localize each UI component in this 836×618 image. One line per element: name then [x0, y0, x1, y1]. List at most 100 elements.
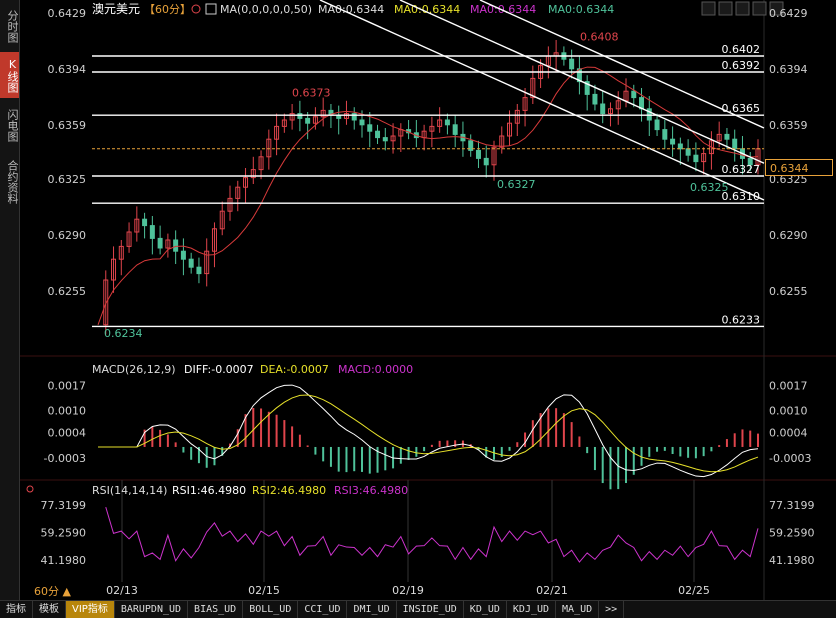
macd-tick-right: -0.0003	[769, 452, 811, 465]
indicator-tab-2[interactable]: VIP指标	[66, 601, 115, 618]
candle-body	[654, 119, 660, 131]
candle-body	[258, 156, 264, 171]
rsi-tick-left: 59.2590	[41, 527, 87, 540]
candle-body	[569, 58, 575, 70]
rsi-tick-right: 59.2590	[769, 527, 815, 540]
indicator-tab-3[interactable]: BARUPDN_UD	[115, 601, 189, 618]
price-tick-left: 0.6255	[48, 285, 87, 298]
candle-body	[305, 117, 311, 124]
price-annotation: 0.6234	[104, 327, 143, 340]
rsi2-value: RSI2:46.4980	[252, 484, 326, 497]
macd-tick-right: 0.0004	[769, 426, 808, 439]
candle-body	[584, 81, 590, 95]
price-tick-left: 0.6429	[48, 7, 87, 20]
candle-body	[266, 138, 272, 158]
left-tab-1[interactable]: K线图	[0, 52, 19, 98]
indicator-tab-4[interactable]: BIAS_UD	[188, 601, 244, 618]
candle-body	[615, 100, 621, 110]
macd-tick-left: 0.0010	[48, 405, 87, 418]
x-tick-label: 02/13	[106, 584, 138, 597]
left-tab-2[interactable]: 闪电图	[6, 108, 19, 142]
candle-body	[211, 228, 217, 252]
candle-body	[250, 169, 256, 179]
price-tick-right: 0.6394	[769, 63, 808, 76]
ma-value-1: MA0:0.6344	[394, 3, 460, 16]
price-annotation: 0.6327	[497, 178, 536, 191]
indicator-tab-6[interactable]: CCI_UD	[298, 601, 348, 618]
price-tick-left: 0.6290	[48, 229, 87, 242]
x-tick-label: 02/21	[536, 584, 568, 597]
candle-body	[390, 135, 396, 142]
indicator-tab-1[interactable]: 模板	[33, 601, 66, 618]
macd-tick-right: 0.0010	[769, 405, 808, 418]
minus-icon	[735, 1, 750, 16]
trend-channel-line	[399, 0, 765, 164]
candle-body	[716, 133, 722, 142]
candle-body	[227, 197, 233, 212]
ma-line	[97, 66, 759, 325]
candle-body	[235, 186, 241, 199]
candle-body	[219, 210, 225, 230]
candle-body	[351, 113, 357, 121]
candle-body	[281, 119, 287, 127]
candle-body	[111, 258, 117, 281]
macd-tick-left: 0.0017	[48, 379, 87, 392]
candle-body	[359, 119, 365, 126]
price-tick-right: 0.6325	[769, 173, 808, 186]
indicator-tab-9[interactable]: KD_UD	[464, 601, 507, 618]
indicator-tab-12[interactable]: >>	[599, 601, 625, 618]
rsi-label: RSI(14,14,14)	[92, 484, 167, 497]
candle-body	[631, 90, 637, 99]
indicator-tab-7[interactable]: DMI_UD	[347, 601, 397, 618]
candle-body	[444, 119, 450, 126]
macd-tick-left: 0.0004	[48, 426, 87, 439]
candle-body	[685, 148, 691, 156]
rsi-tick-left: 41.1980	[41, 554, 87, 567]
left-tab-0[interactable]: 分时图	[6, 9, 19, 43]
x-tick-label: 02/15	[248, 584, 280, 597]
candle-body	[320, 109, 326, 118]
candle-body	[375, 130, 381, 139]
level-label: 0.6365	[722, 102, 761, 115]
candle-body	[180, 250, 186, 260]
macd-diff-line	[98, 384, 759, 478]
candle-body	[724, 133, 730, 140]
level-label: 0.6402	[722, 43, 761, 56]
candle-body	[530, 77, 536, 99]
indicator-tab-11[interactable]: MA_UD	[556, 601, 600, 618]
price-tick-right: 0.6290	[769, 229, 808, 242]
indicator-tab-8[interactable]: INSIDE_UD	[397, 601, 464, 618]
period-tag: 【60分】	[144, 3, 191, 16]
rsi-settings-icon	[26, 485, 34, 493]
indicator-tab-5[interactable]: BOLL_UD	[243, 601, 299, 618]
indicator-tab-bar: 指标 模板 VIP指标 BARUPDN_UD BIAS_UD BOLL_UD CCI_UD D…	[0, 600, 836, 618]
candle-body	[103, 279, 109, 326]
candle-body	[142, 218, 148, 227]
macd-tick-right: 0.0017	[769, 379, 808, 392]
candle-body	[297, 113, 303, 119]
price-tick-left: 0.6394	[48, 63, 87, 76]
expand-icon	[718, 1, 733, 16]
candle-body	[429, 125, 435, 132]
macd-diff: DIFF:-0.0007	[184, 363, 254, 376]
trend-channel-line	[479, 0, 765, 129]
rsi-tick-right: 41.1980	[769, 554, 815, 567]
period-button[interactable]: 60分 ▲	[34, 585, 71, 598]
candle-body	[157, 237, 163, 249]
indicator-tab-10[interactable]: KDJ_UD	[507, 601, 557, 618]
restore-icon	[752, 1, 767, 16]
settings-icon	[701, 1, 716, 16]
candle-body	[522, 97, 528, 111]
rsi3-value: RSI3:46.4980	[334, 484, 408, 497]
indicator-tab-0[interactable]: 指标	[0, 601, 33, 618]
candle-body	[343, 113, 349, 119]
level-label: 0.6233	[722, 313, 761, 326]
candle-body	[118, 245, 124, 260]
level-label: 0.6392	[722, 59, 761, 72]
candle-body	[165, 239, 171, 249]
macd-dea: DEA:-0.0007	[260, 363, 329, 376]
macd-dea-line	[98, 394, 759, 473]
left-tab-3[interactable]: 合约资料	[6, 160, 19, 204]
trend-channel-line	[319, 0, 765, 201]
candle-body	[646, 108, 652, 121]
